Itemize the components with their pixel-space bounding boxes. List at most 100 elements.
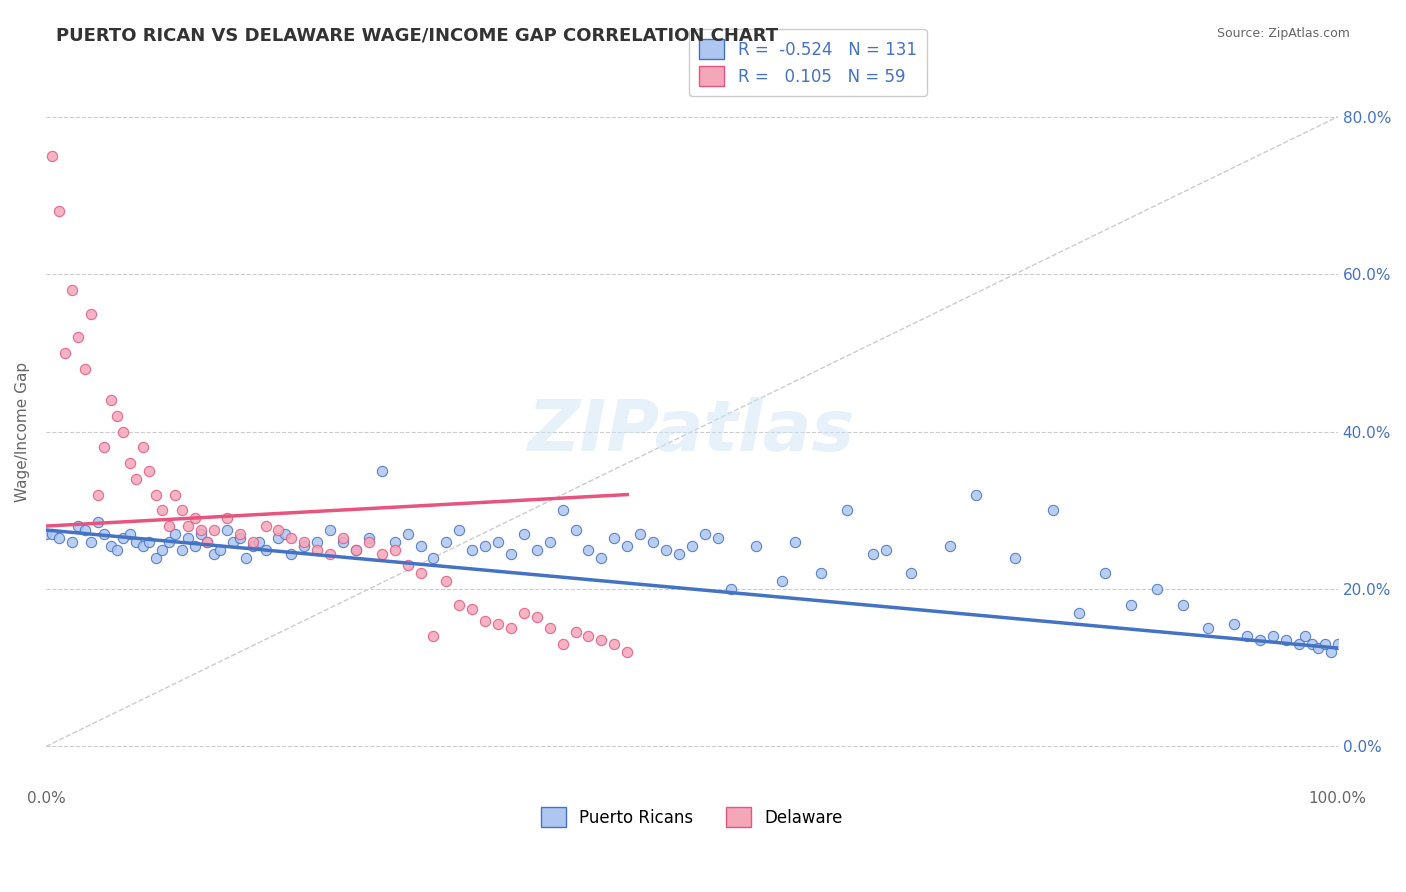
Point xyxy=(170,503,193,517)
Point xyxy=(526,609,548,624)
Point xyxy=(105,542,128,557)
Point xyxy=(422,550,444,565)
Point xyxy=(157,534,180,549)
Point xyxy=(526,542,548,557)
Point xyxy=(486,617,509,632)
Point xyxy=(125,534,148,549)
Point xyxy=(770,574,793,589)
Point xyxy=(862,547,884,561)
Point xyxy=(177,531,200,545)
Point xyxy=(319,523,342,537)
Point xyxy=(616,645,638,659)
Point xyxy=(835,503,858,517)
Point xyxy=(112,531,135,545)
Point xyxy=(538,621,561,635)
Point xyxy=(274,527,297,541)
Point xyxy=(197,534,219,549)
Point xyxy=(603,531,626,545)
Point xyxy=(145,550,167,565)
Point xyxy=(513,527,536,541)
Point xyxy=(93,441,115,455)
Point xyxy=(53,346,76,360)
Point xyxy=(449,598,471,612)
Point xyxy=(73,523,96,537)
Point xyxy=(591,550,613,565)
Point xyxy=(41,527,63,541)
Point xyxy=(132,441,155,455)
Point xyxy=(384,534,406,549)
Point xyxy=(292,539,315,553)
Point xyxy=(280,531,302,545)
Point xyxy=(100,539,122,553)
Point xyxy=(254,542,277,557)
Point xyxy=(1288,637,1310,651)
Point xyxy=(222,534,245,549)
Point xyxy=(1320,645,1343,659)
Point xyxy=(538,534,561,549)
Point xyxy=(486,534,509,549)
Point xyxy=(67,519,90,533)
Point xyxy=(449,523,471,537)
Point xyxy=(132,539,155,553)
Point xyxy=(1326,637,1348,651)
Point xyxy=(461,542,484,557)
Point xyxy=(125,472,148,486)
Point xyxy=(235,550,257,565)
Point xyxy=(190,523,212,537)
Point xyxy=(150,503,173,517)
Point xyxy=(474,539,496,553)
Point xyxy=(875,542,897,557)
Point xyxy=(332,531,354,545)
Point xyxy=(60,534,83,549)
Text: PUERTO RICAN VS DELAWARE WAGE/INCOME GAP CORRELATION CHART: PUERTO RICAN VS DELAWARE WAGE/INCOME GAP… xyxy=(56,27,779,45)
Point xyxy=(668,547,690,561)
Point xyxy=(344,542,367,557)
Point xyxy=(409,539,432,553)
Point xyxy=(1223,617,1246,632)
Point xyxy=(409,566,432,581)
Point xyxy=(720,582,742,596)
Point xyxy=(396,527,419,541)
Point xyxy=(247,534,270,549)
Point xyxy=(693,527,716,541)
Point xyxy=(150,542,173,557)
Point xyxy=(177,519,200,533)
Point xyxy=(1171,598,1194,612)
Point xyxy=(202,547,225,561)
Point xyxy=(655,542,678,557)
Point xyxy=(215,523,238,537)
Point xyxy=(939,539,962,553)
Point xyxy=(254,519,277,533)
Point xyxy=(1004,550,1026,565)
Point xyxy=(86,515,108,529)
Text: Source: ZipAtlas.com: Source: ZipAtlas.com xyxy=(1216,27,1350,40)
Point xyxy=(371,547,394,561)
Point xyxy=(965,487,987,501)
Point xyxy=(138,464,160,478)
Point xyxy=(292,534,315,549)
Point xyxy=(551,503,574,517)
Point xyxy=(118,456,141,470)
Point xyxy=(165,487,187,501)
Point xyxy=(499,621,522,635)
Point xyxy=(578,629,600,643)
Point xyxy=(357,531,380,545)
Point xyxy=(157,519,180,533)
Point xyxy=(183,539,205,553)
Point xyxy=(810,566,832,581)
Point xyxy=(112,425,135,439)
Point xyxy=(228,531,250,545)
Point xyxy=(209,542,232,557)
Point xyxy=(80,534,103,549)
Point xyxy=(564,523,586,537)
Point xyxy=(35,527,58,541)
Point xyxy=(138,534,160,549)
Point xyxy=(307,542,329,557)
Point xyxy=(1249,633,1271,648)
Point xyxy=(785,534,807,549)
Point xyxy=(1236,629,1258,643)
Point xyxy=(1261,629,1284,643)
Point xyxy=(60,283,83,297)
Point xyxy=(1294,629,1316,643)
Point xyxy=(564,625,586,640)
